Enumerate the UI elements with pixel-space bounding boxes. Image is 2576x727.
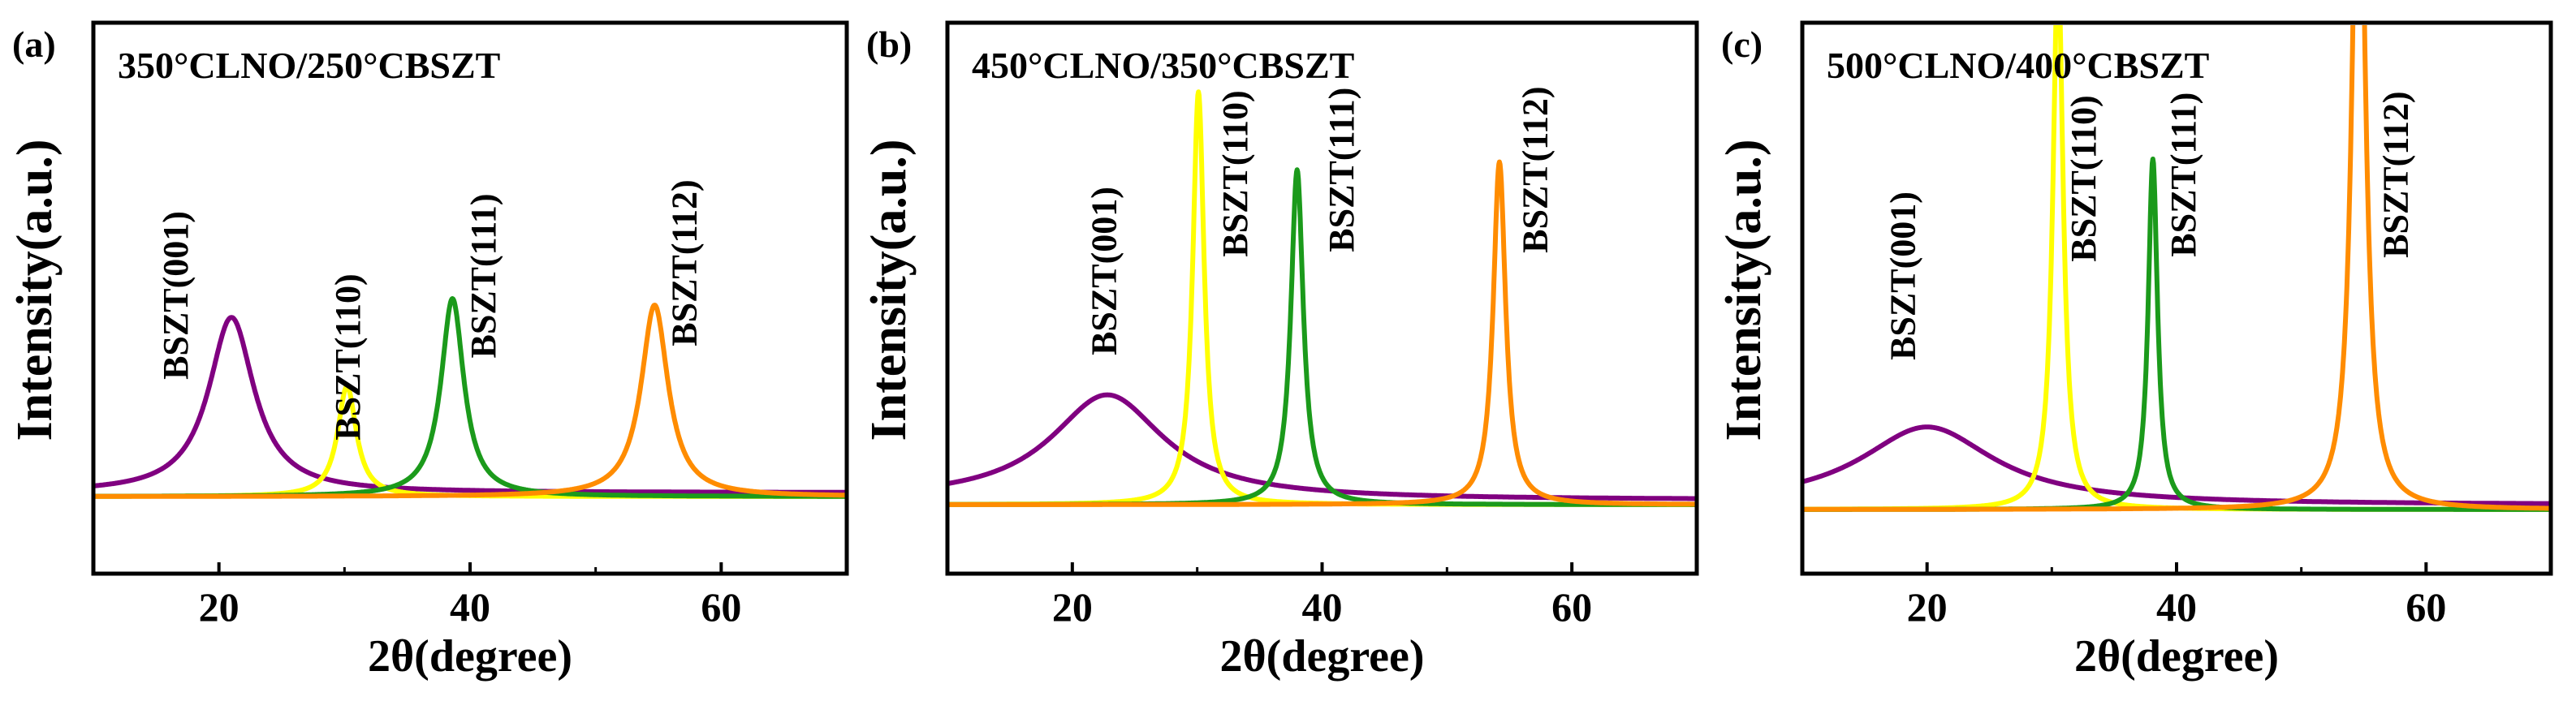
chart-panel-1: 20 40 60 2θ(degree) Intensity(a.u.) (a) 350°CL…	[7, 20, 849, 682]
y-axis-label: Intensity(a.u.)	[1716, 139, 1771, 441]
peak-label: BSZT(112)	[2375, 92, 2415, 258]
series-line-bszt112	[1802, 25, 2551, 512]
x-tick-label: 40	[2156, 584, 2197, 630]
curves	[93, 296, 847, 499]
x-tick-label: 60	[1551, 584, 1592, 630]
chart-panel-3: 20 40 60 2θ(degree) Intensity(a.u.) (c) 500°CL…	[1716, 20, 2553, 682]
curves	[1802, 25, 2551, 512]
series-line-bszt001	[947, 392, 1697, 501]
peak-label: BSZT(110)	[2064, 95, 2104, 261]
peak-label: BSZT(112)	[664, 179, 704, 346]
peak-label: BSZT(110)	[1215, 90, 1255, 256]
peak-label: BSZT(001)	[156, 211, 196, 380]
peak-label: BSZT(001)	[1085, 187, 1124, 355]
x-tick-label: 60	[2406, 584, 2446, 630]
peak-label: BSZT(111)	[464, 194, 503, 359]
series-line-bszt001	[1802, 424, 2551, 506]
series-line-bszt001	[93, 315, 847, 495]
series-line-bszt112	[947, 159, 1697, 507]
chart-panel-2: 20 40 60 2θ(degree) Intensity(a.u.) (b) 450°CL…	[861, 20, 1699, 682]
panel-title: 500°CLNO/400°CBSZT	[1827, 45, 2209, 86]
peak-label: BSZT(111)	[2164, 92, 2203, 257]
peak-label: BSZT(112)	[1515, 87, 1555, 253]
panel-label: (b)	[866, 24, 912, 65]
panel-label: (c)	[1721, 24, 1763, 65]
x-tick-label: 40	[450, 584, 490, 630]
panel-title: 450°CLNO/350°CBSZT	[972, 45, 1354, 86]
panel-label: (a)	[12, 24, 56, 65]
curves	[947, 89, 1697, 507]
x-axis-label: 2θ(degree)	[2074, 631, 2279, 682]
peak-label: BSZT(110)	[328, 273, 368, 440]
y-axis-label: Intensity(a.u.)	[861, 139, 917, 441]
peak-label: BSZT(001)	[1883, 191, 1922, 360]
x-axis-label: 2θ(degree)	[1219, 631, 1424, 682]
x-tick-label: 60	[701, 584, 741, 630]
x-axis-label: 2θ(degree)	[368, 631, 572, 682]
x-tick-label: 40	[1302, 584, 1343, 630]
peak-label: BSZT(111)	[1322, 88, 1361, 252]
panel-title: 350°CLNO/250°CBSZT	[118, 45, 500, 86]
x-tick-label: 20	[199, 584, 239, 630]
y-axis-label: Intensity(a.u.)	[7, 139, 63, 441]
series-line-bszt112	[93, 303, 847, 499]
x-tick-label: 20	[1907, 584, 1948, 630]
x-tick-label: 20	[1052, 584, 1093, 630]
